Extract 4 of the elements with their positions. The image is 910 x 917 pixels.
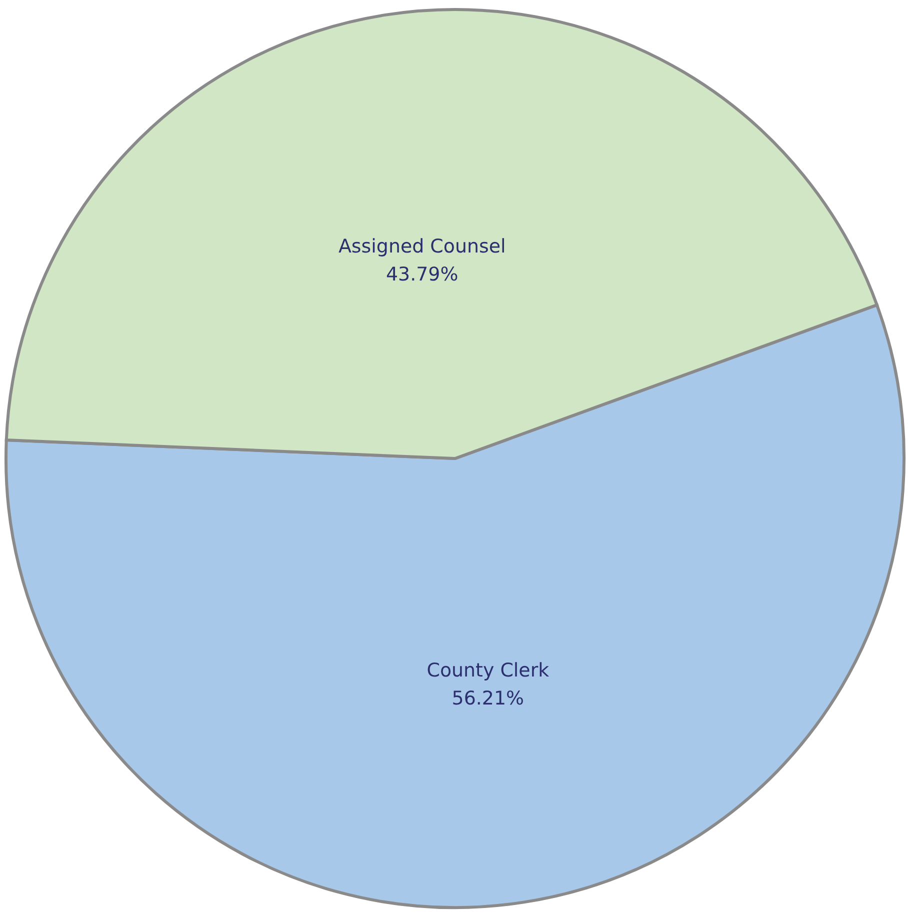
data-label: 56.21% xyxy=(452,687,524,710)
slice-label: County Clerk xyxy=(426,659,550,682)
data-label: 43.79% xyxy=(386,263,458,286)
slice-label: Assigned Counsel xyxy=(338,235,506,258)
